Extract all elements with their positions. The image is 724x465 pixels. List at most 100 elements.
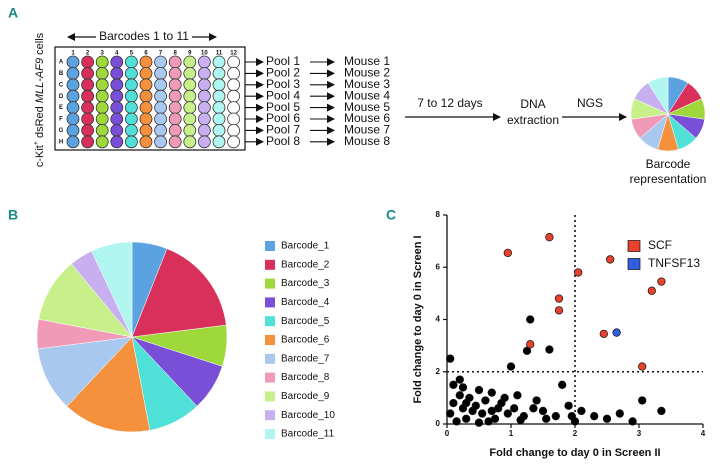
point (503, 409, 512, 418)
point (471, 401, 480, 410)
point (462, 414, 471, 423)
well (95, 101, 109, 114)
row-label: A (59, 60, 64, 66)
column-label: 6 (144, 51, 148, 57)
pool-label: Pool 1 (266, 54, 300, 68)
well (81, 135, 94, 149)
legend-label: Barcode_1 (281, 241, 330, 252)
well (168, 55, 182, 69)
well (197, 101, 211, 114)
well (183, 101, 197, 114)
pie-slice (91, 241, 133, 338)
point (449, 398, 458, 408)
well (124, 78, 138, 92)
point (554, 294, 564, 303)
point (452, 417, 461, 426)
well (212, 89, 226, 103)
legend-swatch (265, 297, 275, 308)
point (542, 414, 551, 423)
point (462, 398, 471, 408)
row-label: G (59, 128, 64, 134)
pool-label: Pool 3 (266, 77, 300, 91)
well (227, 112, 241, 126)
well (154, 78, 168, 92)
pool-label: Pool 2 (266, 66, 300, 80)
point (558, 380, 567, 389)
well (110, 135, 124, 149)
x-tick-label: 3 (637, 429, 642, 438)
well (197, 89, 211, 103)
point (503, 248, 512, 258)
well (81, 112, 94, 126)
y-tick-label: 0 (436, 419, 441, 428)
point (449, 380, 458, 389)
column-label: 10 (201, 51, 208, 57)
well (154, 67, 168, 80)
point (612, 328, 621, 337)
well (95, 89, 109, 103)
point (446, 354, 455, 363)
legend-swatch (265, 316, 275, 327)
point (497, 398, 506, 408)
point (628, 417, 637, 426)
well (197, 135, 211, 149)
point (529, 404, 538, 413)
row-label: F (59, 117, 63, 123)
well (212, 123, 226, 137)
point (478, 409, 487, 418)
x-tick-label: 4 (701, 429, 706, 438)
column-label: 8 (174, 51, 178, 57)
cell-label-part: MLL-AF9 (34, 58, 46, 103)
well (66, 89, 80, 103)
point (538, 406, 548, 416)
point (574, 268, 583, 277)
legend-swatch (265, 259, 275, 270)
well (110, 89, 124, 103)
pie-slice (37, 336, 133, 407)
well (124, 112, 138, 126)
well (212, 101, 226, 114)
legend-swatch (265, 278, 275, 289)
x-tick-label: 0 (445, 429, 450, 438)
legend-swatch (265, 353, 275, 364)
y-tick-label: 8 (436, 210, 441, 219)
x-tick-label: 1 (509, 429, 514, 438)
well (81, 123, 94, 137)
column-label: 4 (115, 51, 119, 57)
point (647, 286, 656, 295)
point (638, 396, 647, 405)
extraction: extraction (507, 113, 559, 127)
legend-label: Barcode_6 (281, 335, 330, 346)
pool-label: Pool 6 (266, 111, 300, 125)
point (487, 388, 496, 397)
point (638, 362, 647, 371)
x-tick-label: 2 (573, 429, 578, 438)
well (66, 67, 80, 80)
legend-label: Barcode_9 (281, 391, 330, 402)
point (551, 412, 560, 421)
cell-label-part: cells (34, 32, 46, 58)
legend-swatch (265, 410, 275, 421)
well (124, 135, 138, 149)
mouse-label: Mouse 3 (344, 77, 390, 91)
well (154, 101, 168, 114)
point (657, 406, 666, 416)
result: representation (630, 172, 707, 186)
well (212, 67, 226, 80)
well (110, 112, 124, 126)
mouse-label: Mouse 4 (344, 88, 390, 102)
well (168, 89, 182, 103)
well (154, 123, 168, 137)
ngs: NGS (577, 96, 603, 110)
mouse-label: Mouse 7 (344, 123, 390, 137)
well (197, 78, 211, 92)
point (522, 346, 532, 356)
well (197, 112, 211, 126)
point (526, 315, 535, 324)
well (66, 135, 80, 149)
well (168, 123, 182, 137)
column-label: 7 (159, 51, 163, 57)
well (183, 89, 197, 103)
point (577, 406, 586, 416)
